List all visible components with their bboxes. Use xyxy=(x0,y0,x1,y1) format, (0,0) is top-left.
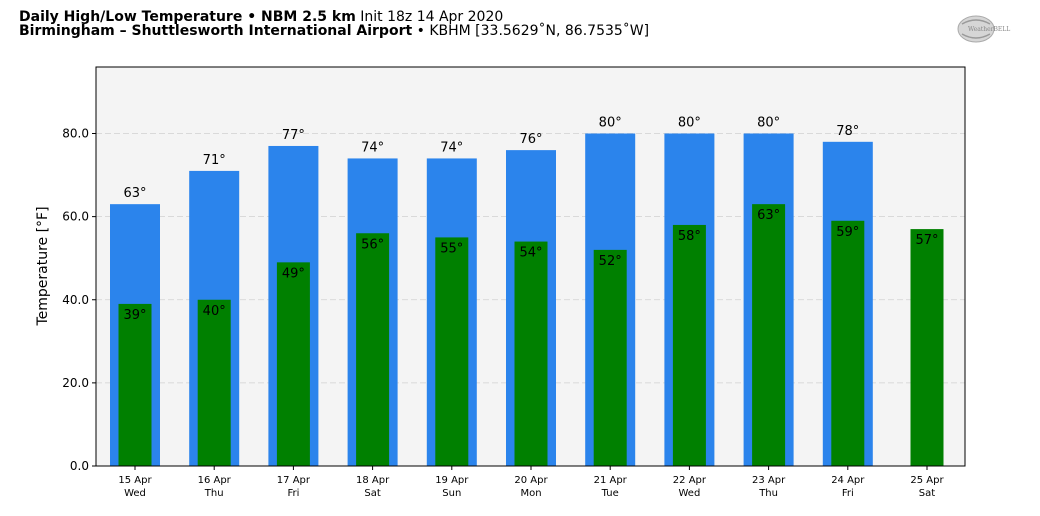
high-temp-label: 71° xyxy=(203,153,226,168)
y-tick-label: 80.0 xyxy=(62,127,89,141)
x-tick-date: 17 Apr xyxy=(277,475,311,486)
low-temp-bar xyxy=(435,237,469,466)
x-axis-ticks: 15 Apr Wed 16 Apr Thu 17 Apr Fri 18 Apr Sat 19 A… xyxy=(118,466,944,499)
low-temp-label: 54° xyxy=(519,246,542,261)
x-tick-day: Wed xyxy=(678,488,700,499)
x-tick-date: 20 Apr xyxy=(514,475,548,486)
station-name: Birmingham – Shuttlesworth International… xyxy=(19,23,413,39)
x-tick-date: 22 Apr xyxy=(673,475,707,486)
bar-labels: 63° 39° 71° 40° 77° 49° 74° 56° 74° 55° 76° 54° 80° 5… xyxy=(123,116,938,323)
bars xyxy=(110,133,944,466)
x-tick-date: 21 Apr xyxy=(594,475,628,486)
x-tick-date: 16 Apr xyxy=(198,475,232,486)
logo-text: WeatherBELL xyxy=(968,26,1010,33)
x-tick-day: Thu xyxy=(204,488,224,499)
high-temp-label: 74° xyxy=(440,140,463,155)
x-tick-day: Thu xyxy=(758,488,778,499)
x-tick-day: Tue xyxy=(601,488,619,499)
y-tick-label: 40.0 xyxy=(62,293,89,307)
low-temp-label: 59° xyxy=(836,225,859,240)
low-temp-label: 63° xyxy=(757,208,780,223)
y-tick-label: 60.0 xyxy=(62,210,89,224)
low-temp-bar xyxy=(910,229,944,466)
x-tick-day: Sat xyxy=(919,488,935,499)
high-temp-label: 77° xyxy=(282,128,305,143)
x-tick-day: Sun xyxy=(442,488,461,499)
low-temp-bar xyxy=(752,204,786,466)
y-tick-label: 0.0 xyxy=(70,459,89,473)
x-tick-date: 25 Apr xyxy=(910,475,944,486)
low-temp-bar xyxy=(356,233,390,466)
low-temp-bar xyxy=(831,220,865,466)
x-tick-day: Fri xyxy=(287,488,299,499)
high-temp-label: 80° xyxy=(678,116,701,131)
high-temp-label: 80° xyxy=(599,116,622,131)
low-temp-bar xyxy=(276,262,310,466)
x-tick-day: Fri xyxy=(842,488,854,499)
low-temp-label: 52° xyxy=(599,254,622,269)
low-temp-bar xyxy=(672,224,706,466)
x-tick-day: Wed xyxy=(124,488,146,499)
low-temp-label: 40° xyxy=(203,304,226,319)
low-temp-bar xyxy=(197,299,231,466)
low-temp-bar xyxy=(593,249,627,466)
station-line: Birmingham – Shuttlesworth International… xyxy=(19,23,649,39)
x-tick-day: Mon xyxy=(520,488,541,499)
y-axis-label: Temperature [°F] xyxy=(35,206,51,326)
y-tick-label: 20.0 xyxy=(62,376,89,390)
x-tick-date: 23 Apr xyxy=(752,475,786,486)
title-product: Daily High/Low Temperature • NBM 2.5 km xyxy=(19,9,356,25)
low-temp-label: 55° xyxy=(440,241,463,256)
chart-title: Daily High/Low Temperature • NBM 2.5 km … xyxy=(19,9,503,25)
high-temp-label: 63° xyxy=(123,186,146,201)
low-temp-bar xyxy=(118,303,152,466)
low-temp-bar xyxy=(514,241,548,466)
x-tick-day: Sat xyxy=(364,488,380,499)
low-temp-label: 58° xyxy=(678,229,701,244)
x-tick-date: 24 Apr xyxy=(831,475,865,486)
x-tick-date: 15 Apr xyxy=(118,475,152,486)
low-temp-label: 56° xyxy=(361,237,384,252)
low-temp-label: 57° xyxy=(915,233,938,248)
high-temp-label: 80° xyxy=(757,116,780,131)
high-temp-label: 76° xyxy=(519,132,542,147)
low-temp-label: 39° xyxy=(123,308,146,323)
x-tick-date: 18 Apr xyxy=(356,475,390,486)
low-temp-label: 49° xyxy=(282,266,305,281)
x-tick-date: 19 Apr xyxy=(435,475,469,486)
high-temp-label: 74° xyxy=(361,140,384,155)
high-temp-label: 78° xyxy=(836,124,859,139)
weatherbell-logo: WeatherBELL xyxy=(957,15,1010,43)
station-info: • KBHM [33.5629˚N, 86.7535˚W] xyxy=(416,23,650,39)
init-time: Init 18z 14 Apr 2020 xyxy=(360,9,504,25)
y-axis-ticks: 0.0 20.0 40.0 60.0 80.0 xyxy=(62,127,96,473)
